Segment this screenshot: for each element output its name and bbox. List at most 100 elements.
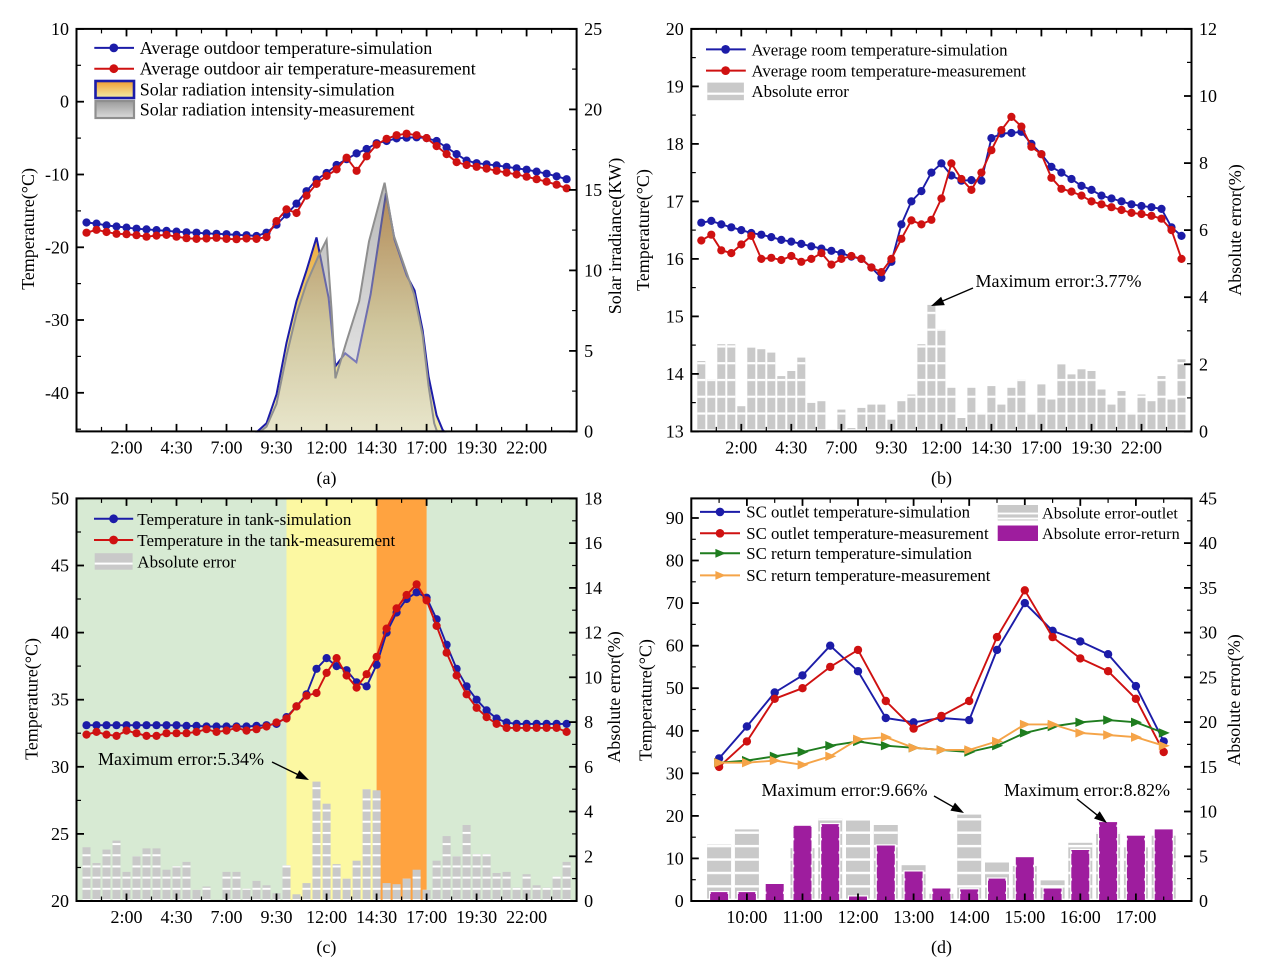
svg-text:4:30: 4:30	[160, 907, 192, 927]
svg-text:30: 30	[1199, 623, 1217, 643]
svg-text:15: 15	[666, 306, 684, 326]
svg-text:9:30: 9:30	[875, 438, 907, 458]
svg-text:15:00: 15:00	[1004, 907, 1045, 927]
svg-text:14:30: 14:30	[971, 438, 1012, 458]
svg-text:12:00: 12:00	[921, 438, 962, 458]
svg-text:Average outdoor temperature-si: Average outdoor temperature-simulation	[140, 38, 433, 58]
svg-text:12: 12	[1199, 19, 1217, 39]
svg-text:17:00: 17:00	[1115, 907, 1156, 927]
svg-text:-30: -30	[45, 310, 69, 330]
svg-text:5: 5	[1199, 846, 1208, 866]
svg-text:7:00: 7:00	[825, 438, 857, 458]
svg-text:16:00: 16:00	[1060, 907, 1101, 927]
svg-text:30: 30	[666, 763, 684, 783]
svg-text:Temperature in the tank-measur: Temperature in the tank-measurement	[137, 531, 395, 550]
svg-text:14: 14	[666, 364, 684, 384]
svg-text:90: 90	[666, 508, 684, 528]
svg-text:50: 50	[51, 488, 69, 508]
svg-text:Solar radiation intensity-meas: Solar radiation intensity-measurement	[140, 100, 415, 120]
svg-text:8: 8	[584, 712, 593, 732]
svg-text:19:30: 19:30	[456, 907, 497, 927]
svg-text:4:30: 4:30	[160, 438, 192, 458]
svg-text:SC outlet temperature-simulati: SC outlet temperature-simulation	[746, 503, 970, 522]
svg-text:4:30: 4:30	[775, 438, 807, 458]
svg-text:2:00: 2:00	[110, 438, 142, 458]
svg-text:0: 0	[584, 421, 593, 441]
svg-text:35: 35	[51, 690, 69, 710]
svg-text:25: 25	[1199, 667, 1217, 687]
svg-text:14:00: 14:00	[949, 907, 990, 927]
svg-text:-10: -10	[45, 165, 69, 185]
svg-text:Maximum error:5.34%: Maximum error:5.34%	[98, 749, 264, 769]
svg-text:10: 10	[1199, 86, 1217, 106]
svg-text:Absolute error-return: Absolute error-return	[1042, 525, 1180, 543]
svg-text:19:30: 19:30	[1071, 438, 1112, 458]
svg-text:22:00: 22:00	[506, 438, 547, 458]
svg-text:Temperature(°C): Temperature(°C)	[22, 638, 43, 760]
svg-text:14: 14	[584, 578, 602, 598]
svg-text:Absolute error-outlet: Absolute error-outlet	[1042, 504, 1178, 522]
svg-text:-40: -40	[45, 383, 69, 403]
svg-text:16: 16	[666, 249, 684, 269]
svg-text:0: 0	[60, 92, 69, 112]
svg-text:Temperature(°C): Temperature(°C)	[636, 639, 657, 761]
svg-text:SC outlet temperature-measurem: SC outlet temperature-measurement	[746, 524, 989, 543]
svg-text:40: 40	[1199, 533, 1217, 553]
svg-text:10: 10	[666, 848, 684, 868]
svg-text:Maximum error:3.77%: Maximum error:3.77%	[976, 271, 1142, 291]
svg-text:6: 6	[584, 757, 593, 777]
svg-text:10: 10	[51, 19, 69, 39]
svg-text:60: 60	[666, 636, 684, 656]
svg-text:30: 30	[51, 757, 69, 777]
svg-text:7:00: 7:00	[210, 907, 242, 927]
svg-text:9:30: 9:30	[260, 907, 292, 927]
svg-text:Average room temperature-simul: Average room temperature-simulation	[752, 40, 1009, 59]
svg-text:2: 2	[584, 846, 593, 866]
svg-text:10: 10	[584, 667, 602, 687]
svg-text:Average outdoor air temperatur: Average outdoor air temperature-measurem…	[140, 59, 476, 79]
svg-text:12:00: 12:00	[837, 907, 878, 927]
svg-text:0: 0	[584, 891, 593, 911]
svg-text:15: 15	[1199, 757, 1217, 777]
svg-text:Maximum error:9.66%: Maximum error:9.66%	[762, 780, 928, 800]
svg-text:40: 40	[51, 623, 69, 643]
svg-text:6: 6	[1199, 220, 1208, 240]
svg-text:0: 0	[1199, 421, 1208, 441]
svg-text:Average room temperature-measu: Average room temperature-measurement	[752, 62, 1027, 81]
svg-text:13: 13	[666, 421, 684, 441]
svg-text:20: 20	[584, 99, 602, 119]
svg-text:17:00: 17:00	[406, 907, 447, 927]
svg-text:35: 35	[1199, 578, 1217, 598]
svg-text:22:00: 22:00	[1121, 438, 1162, 458]
svg-text:10:00: 10:00	[726, 907, 767, 927]
svg-text:19:30: 19:30	[456, 438, 497, 458]
svg-text:9:30: 9:30	[260, 438, 292, 458]
svg-text:7:00: 7:00	[210, 438, 242, 458]
svg-text:0: 0	[1199, 891, 1208, 911]
svg-text:Maximum error:8.82%: Maximum error:8.82%	[1004, 780, 1170, 800]
svg-text:Solar irradiance(KW): Solar irradiance(KW)	[605, 158, 626, 314]
svg-text:11:00: 11:00	[782, 907, 822, 927]
svg-text:SC return temperature-simulati: SC return temperature-simulation	[746, 544, 972, 563]
svg-text:17: 17	[666, 191, 684, 211]
svg-text:20: 20	[666, 19, 684, 39]
svg-text:18: 18	[584, 488, 602, 508]
svg-text:14:30: 14:30	[356, 438, 397, 458]
svg-text:(d): (d)	[931, 937, 952, 958]
svg-text:2: 2	[1199, 354, 1208, 374]
svg-text:Absolute error: Absolute error	[752, 82, 850, 101]
svg-text:45: 45	[51, 556, 69, 576]
svg-text:70: 70	[666, 593, 684, 613]
svg-text:13:00: 13:00	[893, 907, 934, 927]
svg-text:10: 10	[1199, 802, 1217, 822]
svg-text:22:00: 22:00	[506, 907, 547, 927]
svg-text:14:30: 14:30	[356, 907, 397, 927]
svg-text:15: 15	[584, 180, 602, 200]
svg-text:25: 25	[584, 19, 602, 39]
svg-text:Absolute error(%): Absolute error(%)	[1224, 634, 1245, 765]
svg-text:5: 5	[584, 341, 593, 361]
svg-text:Absolute error: Absolute error	[137, 552, 236, 571]
svg-text:20: 20	[1199, 712, 1217, 732]
svg-text:2:00: 2:00	[725, 438, 757, 458]
svg-text:Absolute error(%): Absolute error(%)	[1225, 164, 1246, 295]
